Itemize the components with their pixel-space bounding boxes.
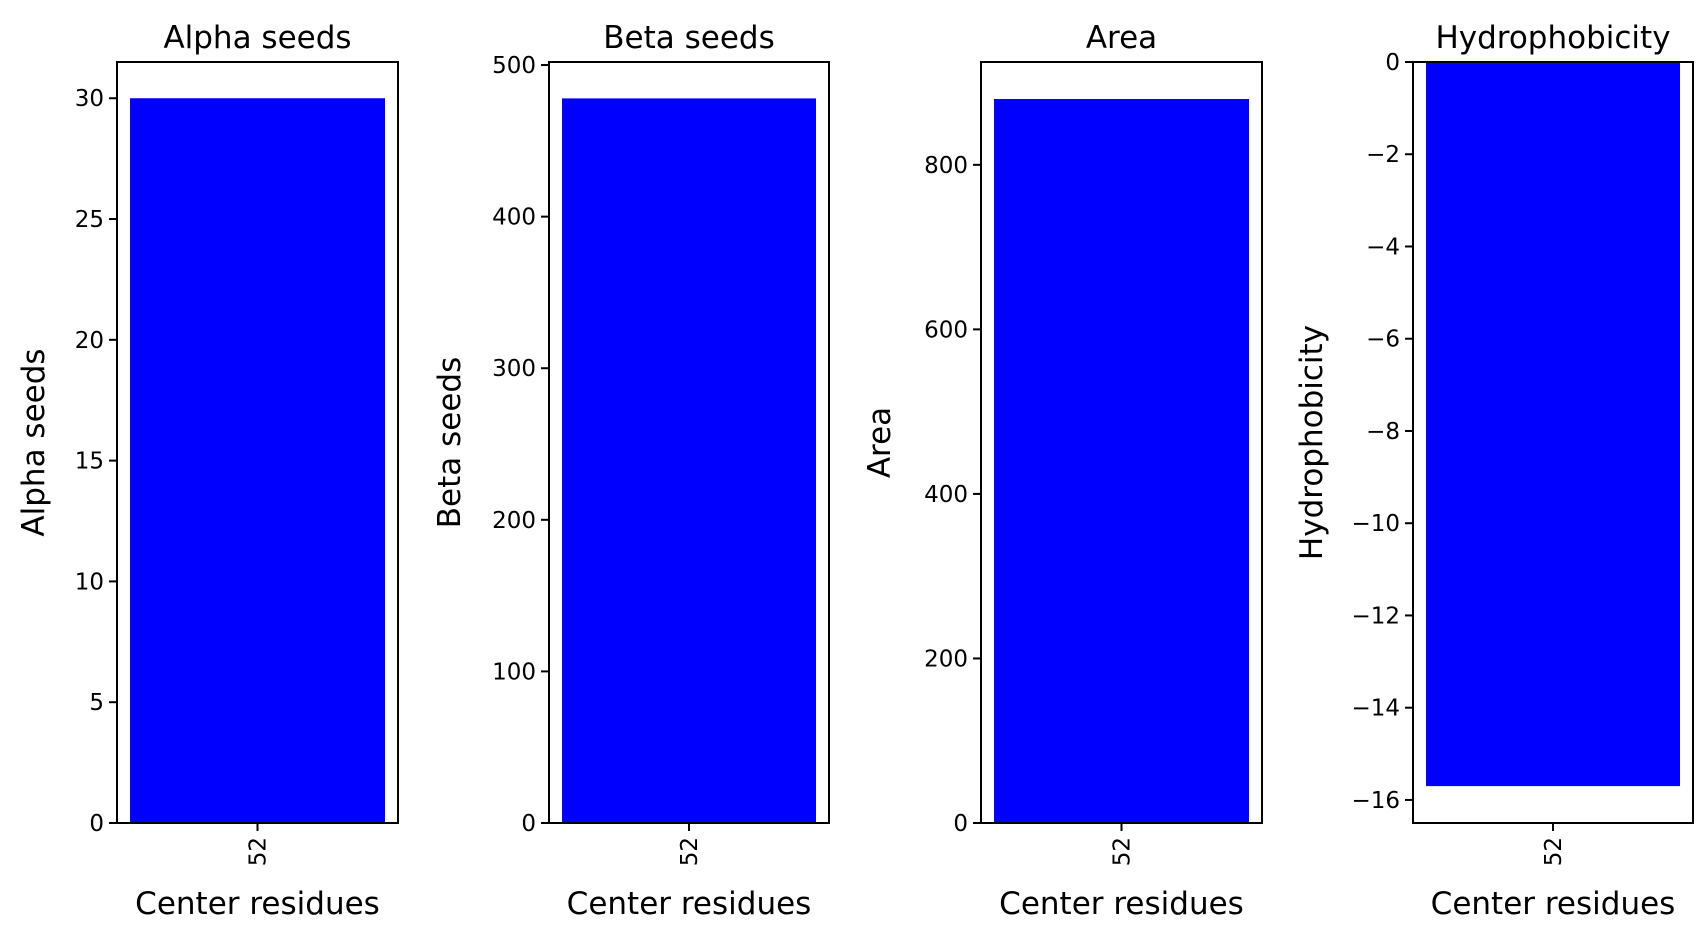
beta-seeds-y-tick-label: 500	[492, 53, 536, 79]
hydrophobicity-y-tick-label: −10	[1351, 511, 1400, 537]
area-y-tick-label: 600	[924, 317, 968, 343]
area-panel: 0 200 400 600 800 52 Area Center residues Area	[862, 20, 1263, 922]
beta-seeds-x-tick-label: 52	[677, 837, 703, 866]
hydrophobicity-y-tick-label: −12	[1351, 603, 1400, 629]
beta-seeds-title: Beta seeds	[603, 20, 774, 56]
beta-seeds-y-tick-label: 100	[492, 659, 536, 685]
alpha-seeds-x-axis-label: Center residues	[135, 886, 380, 922]
area-y-tick-label: 400	[924, 482, 968, 508]
beta-seeds-y-tick-label: 200	[492, 508, 536, 534]
alpha-seeds-x-tick-label: 52	[246, 837, 272, 866]
area-y-tick-label: 200	[924, 646, 968, 672]
area-y-tick-label: 800	[924, 153, 968, 179]
alpha-seeds-y-tick-label: 25	[75, 207, 104, 233]
beta-seeds-y-tick-label: 400	[492, 205, 536, 231]
alpha-seeds-title: Alpha seeds	[163, 20, 351, 56]
hydrophobicity-y-axis-label: Hydrophobicity	[1294, 325, 1330, 560]
area-y-tick-label: 0	[953, 811, 968, 837]
area-x-tick-label: 52	[1110, 837, 1136, 866]
hydrophobicity-y-tick-label: −16	[1351, 788, 1400, 814]
area-title: Area	[1086, 20, 1157, 56]
alpha-seeds-y-tick-label: 20	[75, 328, 104, 354]
hydrophobicity-y-tick-label: −8	[1366, 419, 1400, 445]
alpha-seeds-bar-52	[130, 98, 385, 823]
hydrophobicity-y-tick-label: −2	[1366, 142, 1400, 168]
alpha-seeds-y-tick-label: 5	[89, 690, 104, 716]
beta-seeds-y-axis-label: Beta seeds	[432, 357, 468, 528]
alpha-seeds-panel: 0 5 10 15 20 25 30 52 Alpha seeds Center residues…	[16, 20, 399, 922]
hydrophobicity-panel: 0 −2 −4 −6 −8 −10 −12 −14 −16 52 Hydrophobicity Cen…	[1294, 20, 1694, 922]
alpha-seeds-y-tick-label: 0	[89, 811, 104, 837]
hydrophobicity-x-tick-label: 52	[1541, 837, 1567, 866]
area-x-axis-label: Center residues	[999, 886, 1244, 922]
beta-seeds-x-axis-label: Center residues	[567, 886, 812, 922]
hydrophobicity-x-axis-label: Center residues	[1431, 886, 1676, 922]
hydrophobicity-bar-52	[1426, 62, 1680, 787]
alpha-seeds-y-tick-label: 10	[75, 569, 104, 595]
alpha-seeds-y-axis-label: Alpha seeds	[16, 348, 52, 536]
area-y-axis-label: Area	[862, 407, 898, 478]
hydrophobicity-title: Hydrophobicity	[1435, 20, 1670, 56]
hydrophobicity-y-tick-label: −14	[1351, 696, 1400, 722]
beta-seeds-y-tick-label: 300	[492, 356, 536, 382]
alpha-seeds-y-tick-label: 30	[75, 86, 104, 112]
beta-seeds-bar-52	[562, 98, 816, 824]
area-bar-52	[994, 99, 1249, 824]
beta-seeds-panel: 0 100 200 300 400 500 52 Beta seeds Center resid…	[432, 20, 830, 922]
hydrophobicity-y-tick-label: −6	[1366, 327, 1400, 353]
beta-seeds-y-tick-label: 0	[521, 811, 536, 837]
subplot-panels: 0 5 10 15 20 25 30 52 Alpha seeds Center residues…	[16, 20, 1694, 922]
hydrophobicity-y-tick-label: 0	[1385, 50, 1400, 76]
hydrophobicity-y-tick-label: −4	[1366, 234, 1400, 260]
alpha-seeds-y-tick-label: 15	[75, 449, 104, 475]
